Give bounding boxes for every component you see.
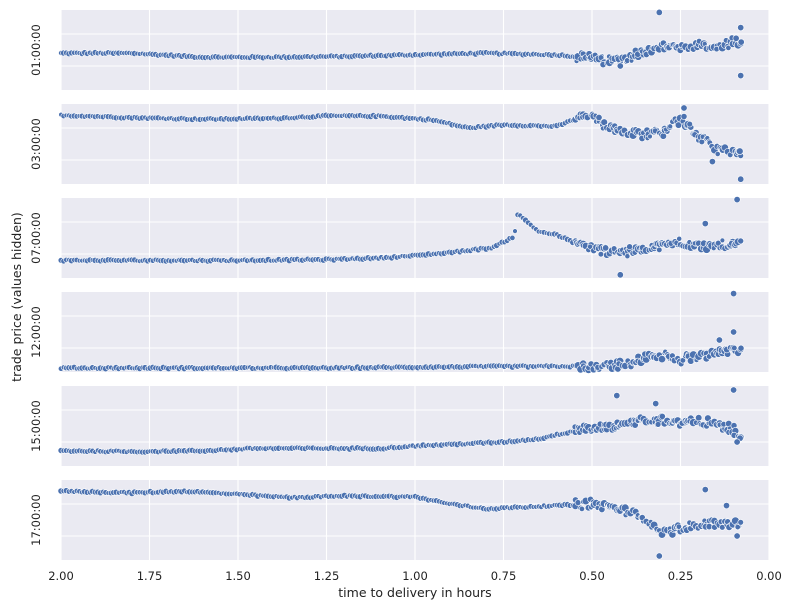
x-tick-label: 1.50 — [225, 569, 251, 583]
trade-point — [578, 505, 585, 512]
trade-point — [680, 113, 688, 120]
outlier-point — [737, 175, 745, 183]
outlier-point — [708, 158, 716, 166]
panels-group: 01:00:00 03:00:00 07:00:00 12:00:00 15:00:00… — [29, 8, 770, 560]
x-axis-label: time to delivery in hours — [338, 585, 491, 600]
outlier-point — [715, 336, 723, 344]
panel-label: 12:00:00 — [29, 306, 43, 358]
trade-point — [512, 228, 518, 234]
x-tick-label: 1.75 — [137, 569, 163, 583]
outlier-point — [652, 400, 660, 408]
outlier-point — [730, 328, 738, 336]
trade-point — [667, 123, 674, 130]
panel-5: 15:00:00 — [29, 386, 770, 466]
trade-point — [725, 44, 732, 51]
trade-point — [647, 133, 653, 140]
panel-3: 07:00:00 — [29, 196, 770, 279]
outlier-point — [655, 552, 663, 560]
trade-point — [736, 147, 744, 155]
trade-point — [737, 237, 745, 245]
panel-points — [57, 486, 744, 560]
panel-points — [57, 196, 745, 279]
panel-points — [57, 290, 745, 374]
x-tick-label: 1.00 — [402, 569, 428, 583]
trade-point — [654, 421, 662, 428]
trade-point — [626, 243, 633, 250]
trade-point — [686, 120, 693, 128]
x-tick-labels: 2.00 1.75 1.50 1.25 1.00 0.75 0.50 0.25 0.00 — [48, 569, 782, 583]
outlier-point — [733, 532, 741, 540]
panel-label: 03:00:00 — [29, 118, 43, 170]
panel-4: 12:00:00 — [29, 290, 770, 374]
trade-point — [675, 523, 682, 530]
trade-point — [595, 114, 603, 122]
trade-point — [624, 253, 631, 260]
outlier-point — [701, 220, 709, 228]
trade-point — [714, 151, 721, 157]
panel-label: 15:00:00 — [29, 400, 43, 452]
panel-1: 01:00:00 — [29, 8, 770, 90]
panel-6: 17:00:00 — [29, 480, 770, 560]
outlier-point — [733, 438, 741, 446]
trade-point — [676, 235, 683, 242]
trade-point — [574, 499, 582, 506]
panel-points — [58, 8, 745, 80]
trade-point — [509, 234, 516, 241]
x-tick-label: 0.75 — [491, 569, 517, 583]
panel-label: 07:00:00 — [29, 212, 43, 264]
outlier-point — [616, 271, 624, 279]
trade-point — [715, 239, 722, 247]
outlier-point — [737, 24, 745, 32]
outlier-point — [733, 196, 741, 204]
trade-point — [734, 524, 741, 531]
outlier-point — [613, 392, 621, 400]
trade-point — [737, 519, 744, 526]
x-tick-label: 1.25 — [314, 569, 340, 583]
outlier-point — [730, 290, 738, 298]
outlier-point — [701, 486, 709, 494]
trade-point — [719, 237, 726, 244]
outlier-point — [655, 8, 663, 16]
x-tick-label: 0.25 — [668, 569, 694, 583]
y-axis-label: trade price (values hidden) — [9, 212, 24, 382]
panel-label: 17:00:00 — [29, 494, 43, 546]
x-tick-label: 0.00 — [756, 569, 782, 583]
x-tick-label: 2.00 — [48, 569, 74, 583]
outlier-point — [737, 72, 745, 80]
panel-points — [57, 386, 745, 456]
outlier-point — [616, 62, 624, 70]
panel-label: 01:00:00 — [29, 24, 43, 76]
outlier-point — [722, 502, 730, 510]
x-tick-label: 0.50 — [579, 569, 605, 583]
outlier-point — [730, 386, 738, 394]
trade-point — [737, 344, 745, 352]
outlier-point — [680, 104, 688, 112]
panel-points — [58, 104, 745, 183]
trade-point — [737, 38, 745, 46]
panel-2: 03:00:00 — [29, 104, 770, 184]
trade-point — [695, 414, 703, 422]
trade-point — [656, 246, 663, 253]
trade-point — [657, 355, 666, 364]
trade-point — [597, 251, 605, 258]
trade-point — [602, 244, 610, 252]
trade-point — [658, 412, 666, 420]
